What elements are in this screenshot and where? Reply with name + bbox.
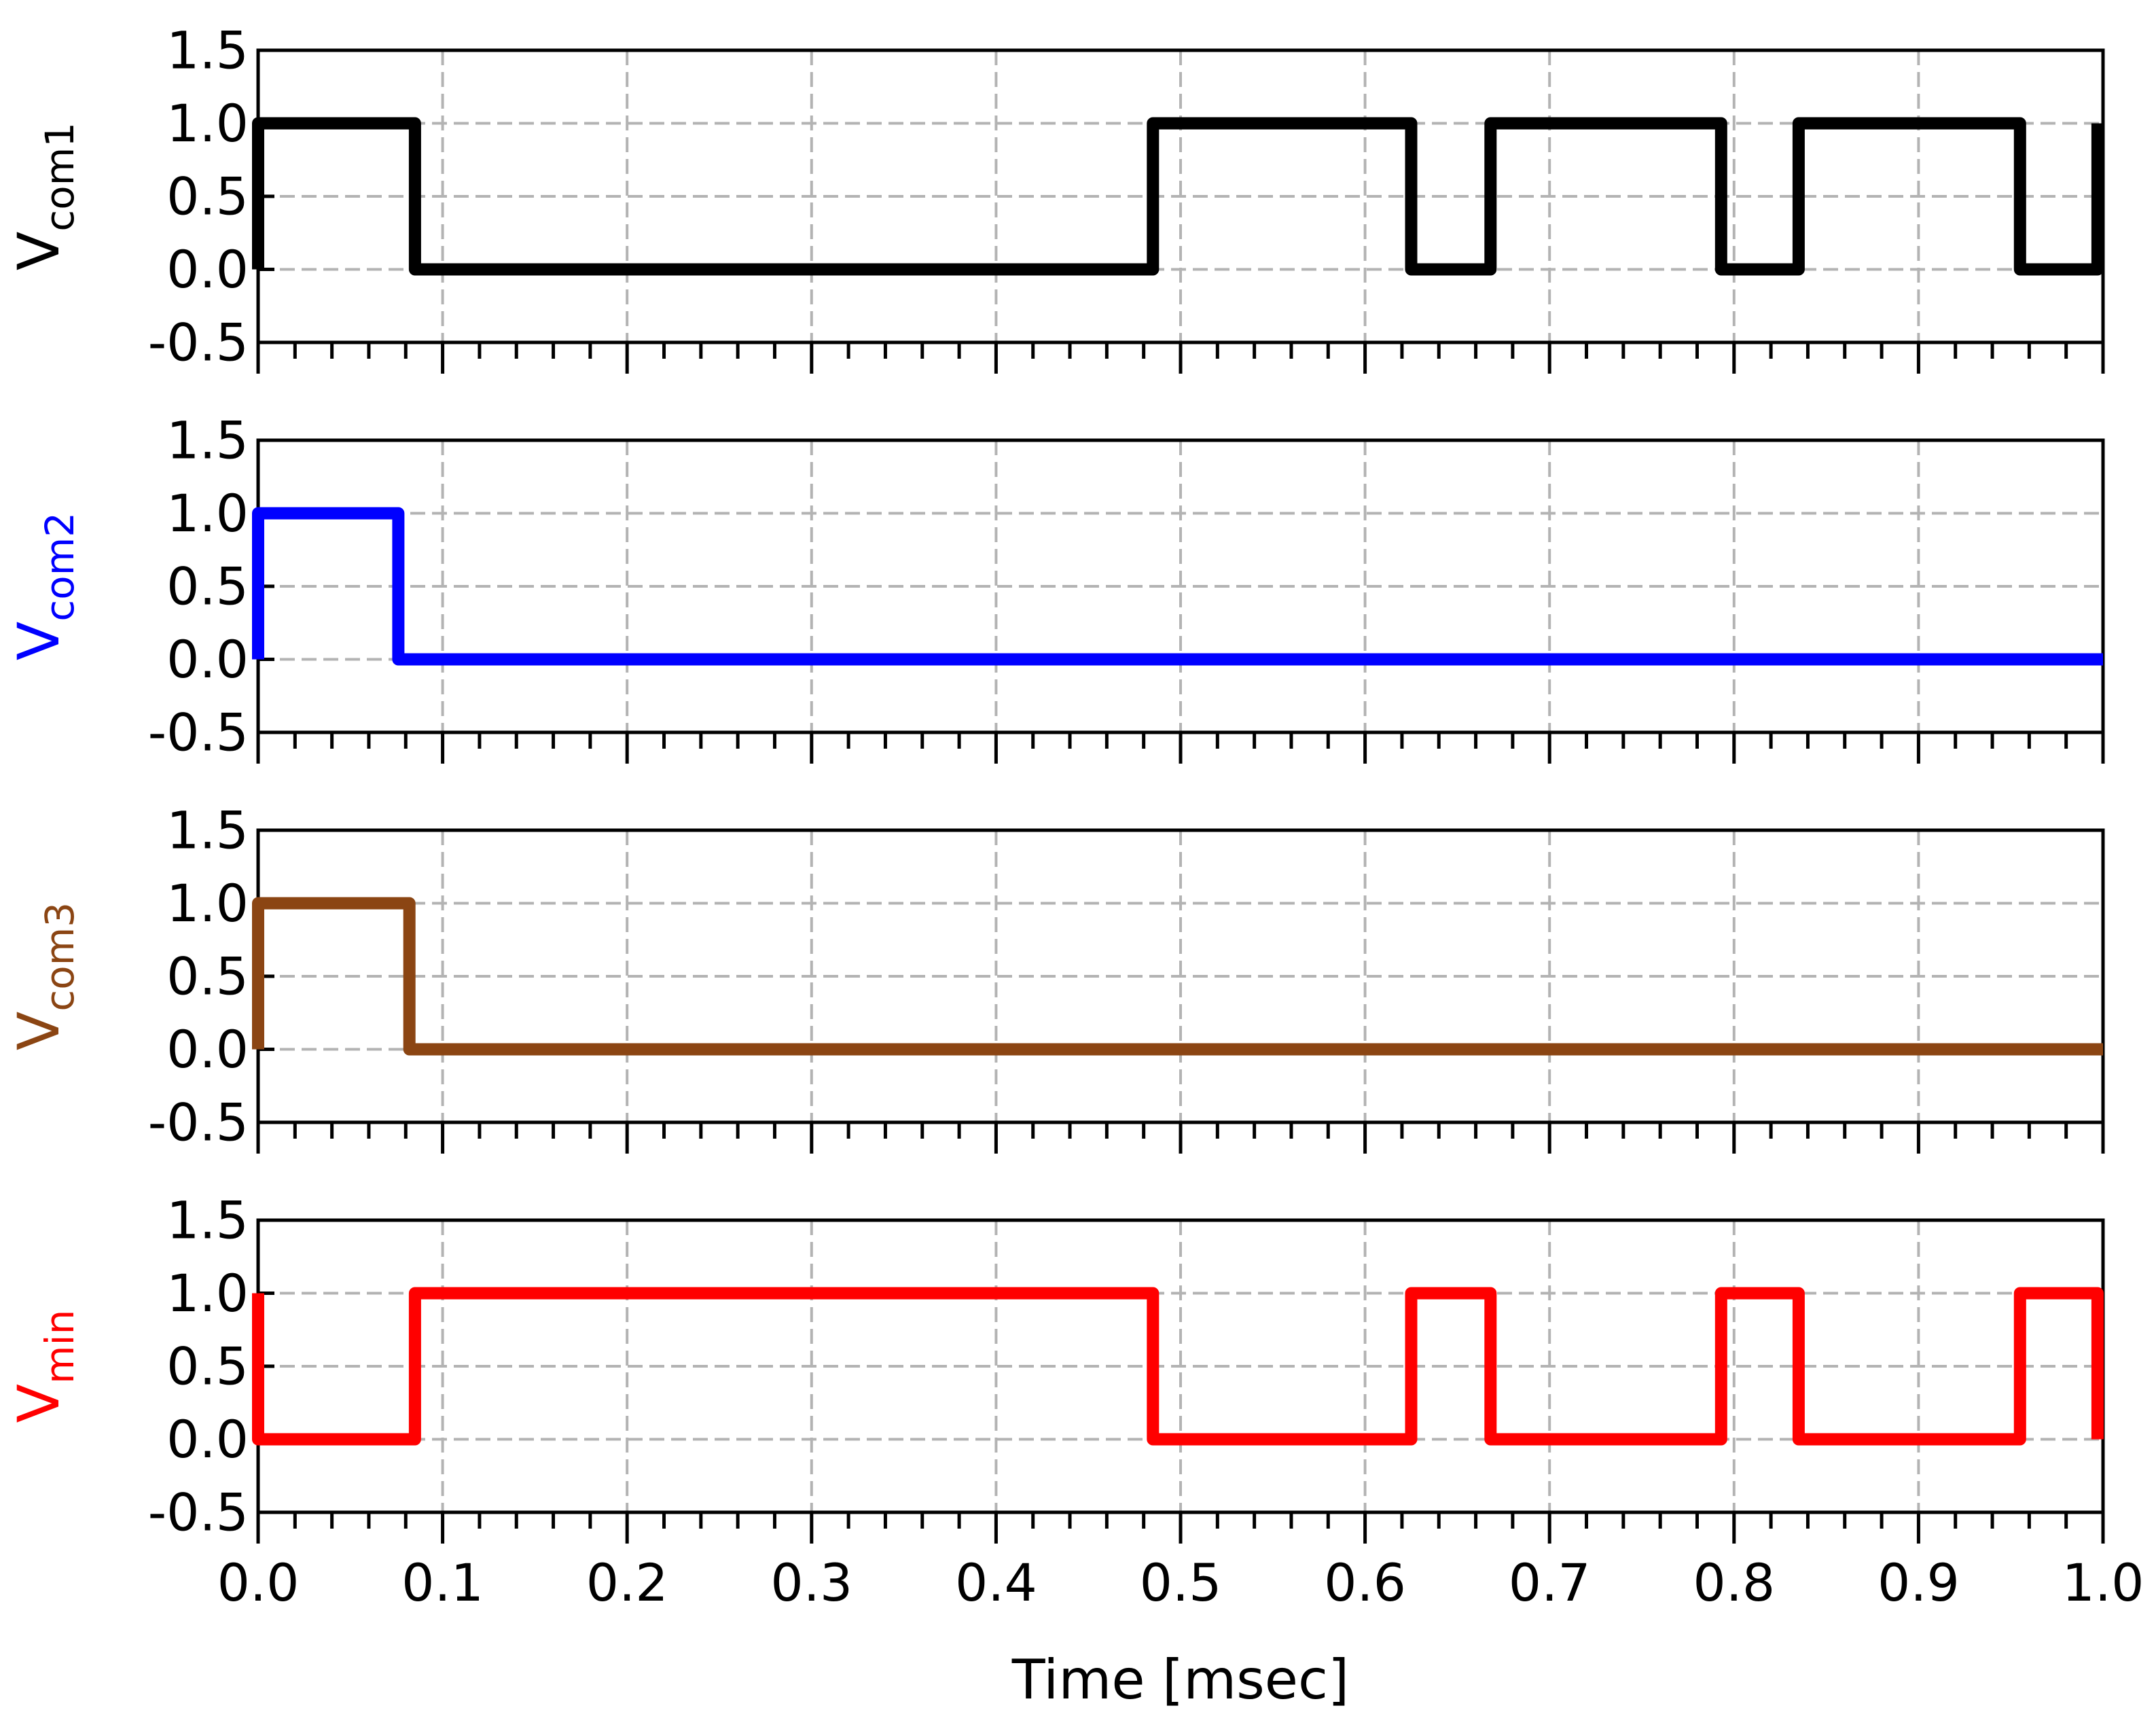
- y-axis-label-main: V: [5, 1012, 72, 1050]
- y-axis-label-subscript: min: [37, 1310, 83, 1384]
- y-tick-label: 1.5: [166, 800, 249, 861]
- x-tick-label: 0.0: [217, 1552, 300, 1613]
- x-axis-title: Time [msec]: [1011, 1648, 1349, 1711]
- panel-4: -0.5 0.0 0.5 1.0 1.5 Vmin: [5, 1190, 2105, 1544]
- y-tick-label: 0.5: [166, 1336, 249, 1397]
- y-tick-label: -0.5: [148, 1482, 249, 1543]
- x-tick-label: 0.2: [586, 1552, 668, 1613]
- y-tick-label: 1.5: [166, 410, 249, 471]
- y-tick-label: 0.0: [166, 1019, 249, 1080]
- panel-2: -0.5 0.0 0.5 1.0 1.5 Vcom2: [5, 410, 2105, 764]
- series-line: [252, 897, 2103, 1056]
- x-tick-label: 0.4: [955, 1552, 1037, 1613]
- y-axis-label: Vmin: [5, 1310, 83, 1423]
- y-axis-label: Vcom1: [5, 122, 83, 270]
- series-line: [252, 1287, 2104, 1446]
- y-tick-label: 1.0: [166, 873, 249, 933]
- y-tick-label: 1.0: [166, 93, 249, 154]
- y-axis-label: Vcom3: [5, 902, 83, 1050]
- y-tick-label: 0.5: [166, 556, 249, 617]
- x-tick-label: 0.3: [770, 1552, 852, 1613]
- x-tick-label: 1.0: [2062, 1552, 2144, 1613]
- y-axis-label-subscript: com3: [37, 902, 83, 1012]
- y-axis-label: Vcom2: [5, 512, 83, 660]
- y-tick-label: 1.5: [166, 1190, 249, 1251]
- y-tick-label: -0.5: [148, 1092, 249, 1153]
- y-tick-label: 0.0: [166, 239, 249, 300]
- y-tick-label: 1.5: [166, 20, 249, 81]
- y-tick-label: -0.5: [148, 313, 249, 373]
- y-tick-label: 0.5: [166, 166, 249, 227]
- y-tick-label: 0.5: [166, 946, 249, 1007]
- x-tick-label: 0.7: [1509, 1552, 1591, 1613]
- y-axis-label-subscript: com1: [37, 122, 83, 232]
- y-axis-label-subscript: com2: [37, 512, 83, 622]
- y-tick-label: 0.0: [166, 1409, 249, 1470]
- panel-1: -0.5 0.0 0.5 1.0 1.5 Vcom1: [5, 20, 2105, 374]
- y-tick-label: 1.0: [166, 1263, 249, 1323]
- y-tick-label: 1.0: [166, 483, 249, 544]
- x-tick-label: 0.6: [1324, 1552, 1406, 1613]
- panel-3: -0.5 0.0 0.5 1.0 1.5 Vcom3: [5, 800, 2105, 1154]
- series-line: [252, 507, 2103, 666]
- y-axis-label-main: V: [5, 622, 72, 660]
- y-axis-label-main: V: [5, 232, 72, 270]
- y-axis-label-main: V: [5, 1384, 72, 1423]
- series-line: [252, 117, 2104, 276]
- y-tick-label: 0.0: [166, 629, 249, 690]
- x-tick-label: 0.9: [1877, 1552, 1960, 1613]
- x-tick-label: 0.5: [1140, 1552, 1222, 1613]
- x-tick-label: 0.1: [401, 1552, 484, 1613]
- y-tick-label: -0.5: [148, 702, 249, 763]
- x-tick-label: 0.8: [1693, 1552, 1775, 1613]
